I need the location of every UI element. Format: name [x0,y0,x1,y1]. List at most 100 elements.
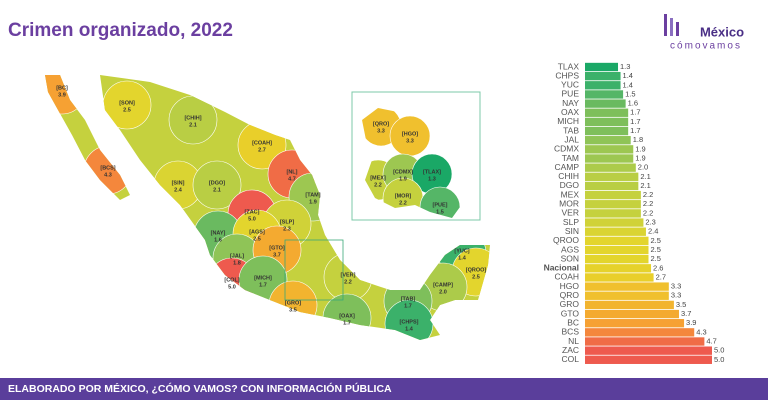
category-label: CHPS [555,70,579,80]
category-label: SLP [563,217,579,227]
value-label: 1.9 [635,153,645,162]
state-code: [JAL] [230,253,244,259]
bar [585,126,629,136]
category-label: GRO [560,299,580,309]
state-code: [QRO] [373,121,389,127]
value-label: 2.5 [651,245,661,254]
value-label: 1.9 [635,144,645,153]
value-label: 2.7 [656,272,666,281]
value-label: 2.4 [648,227,658,236]
state-code: [YUC] [454,248,469,254]
category-label: BCS [562,327,580,337]
bar [585,328,695,337]
bar [585,154,634,163]
inset-marker [284,239,344,301]
state-code: [GRO] [285,300,301,306]
category-label: NAY [562,98,579,108]
state-value: 1.3 [428,176,436,182]
bar-chart: TLAX 1.3 CHPS 1.4 YUC 1.4 PUE 1.5 NAY 1.6 OAX 1.7 MI… [544,61,725,364]
state-value: 2.2 [344,279,352,285]
bar [585,264,652,273]
bar [585,62,619,72]
category-label: PUE [562,89,580,99]
bar [585,273,654,282]
category-label: ZAC [562,345,579,355]
state-code: [BC] [56,85,68,91]
category-label: AGS [561,244,579,254]
value-label: 5.0 [714,346,724,355]
state-value: 4.3 [104,172,112,178]
value-label: 1.6 [628,99,638,108]
map-labels: [BC]3.9[SON]2.5[CHIH]2.1[COAH]2.7[NL]4.7… [56,85,486,332]
state-value: 2.5 [472,274,480,280]
category-label: BC [567,317,579,327]
bar [585,90,624,99]
state-value: 2.3 [283,226,291,232]
value-label: 3.9 [686,318,696,327]
state-value: 3.5 [289,307,297,313]
state-code: [NAY] [211,230,226,236]
state-value: 2.7 [258,147,266,153]
category-label: CDMX [554,144,579,154]
state-value: 1.7 [404,303,412,309]
category-label: TLAX [558,61,580,71]
bar [585,254,649,264]
value-label: 1.5 [625,89,635,98]
state-code: [OAX] [339,313,355,319]
state-value: 1.9 [399,176,407,182]
value-label: 1.7 [630,126,640,135]
category-label: TAB [563,125,579,135]
state-value: 5.0 [228,284,236,290]
value-label: 2.0 [638,163,648,172]
bar [585,117,629,127]
state-code: [BCS] [100,165,115,171]
state-value: 3.7 [273,252,281,258]
category-label: COAH [554,272,579,282]
state-value: 4.7 [288,176,296,182]
title: Crimen organizado, 2022 [8,20,233,41]
state-value: 5.0 [248,216,256,222]
state-code: [MICH] [254,275,272,281]
bar [585,227,646,236]
state-code: [NL] [287,169,298,175]
bar [585,355,712,364]
bar [585,236,649,246]
bar [585,319,685,328]
category-label: JAL [564,134,579,144]
state-code: [TAB] [401,296,416,302]
state-code: [AGS] [249,229,265,235]
bar [585,309,679,319]
category-label: GTO [561,308,580,318]
state-value: 2.5 [253,236,261,242]
category-label: SIN [565,226,579,236]
category-label: MOR [559,199,579,209]
state-code: [QROO] [466,267,487,273]
value-label: 1.4 [623,80,633,89]
value-label: 3.3 [671,282,681,291]
state-code: [CHPS] [400,319,419,325]
bar [585,300,674,310]
bar [585,218,644,227]
value-label: 2.1 [640,172,650,181]
bar [585,346,712,355]
state-value: 1.7 [343,320,351,326]
bar [585,337,705,346]
state-code: [CAMP] [433,282,453,288]
logo: México cómovamos [664,14,744,52]
category-label: CHIH [558,171,579,181]
bar [585,245,649,255]
bar [585,200,641,209]
bar [585,172,639,181]
footer: ELABORADO POR MÉXICO, ¿CÓMO VAMOS? CON I… [8,382,392,395]
value-label: 3.7 [681,309,691,318]
state-value: 2.4 [174,187,183,193]
state-value: 2.5 [123,107,131,113]
value-label: 3.3 [671,291,681,300]
bar [585,163,636,172]
state [192,160,242,210]
value-label: 1.7 [630,108,640,117]
logo-top: México [700,24,744,39]
state-code: [SLP] [280,219,295,225]
